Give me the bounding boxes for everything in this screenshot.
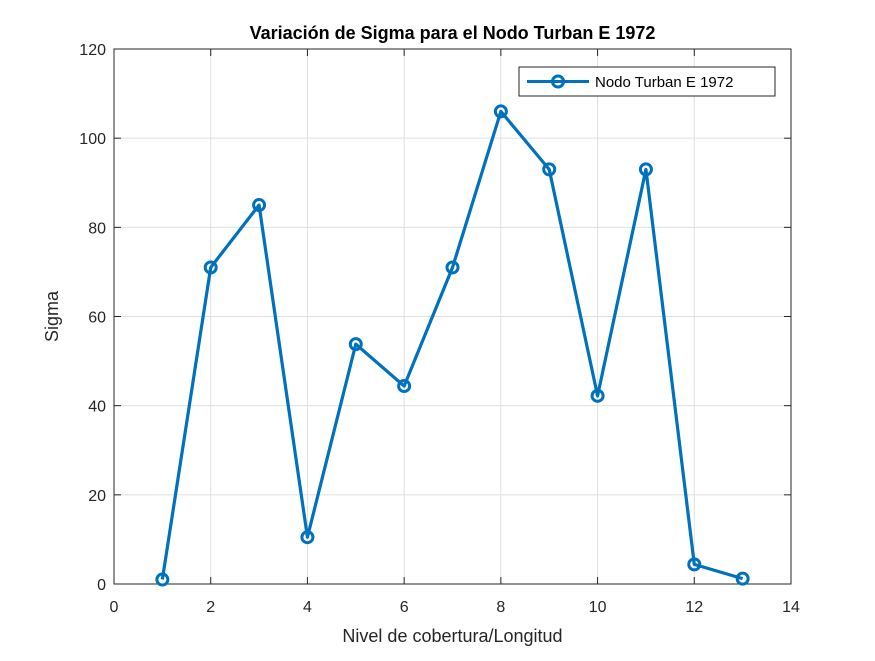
legend-entry-label: Nodo Turban E 1972 — [595, 74, 733, 91]
y-tick-label: 120 — [79, 42, 106, 59]
x-axis-label: Nivel de cobertura/Longitud — [342, 626, 562, 646]
x-tick-label: 14 — [782, 599, 800, 616]
data-point — [493, 104, 508, 119]
ticks: 0 2 4 6 8 10 12 14 0 20 40 60 80 100 120 — [79, 42, 800, 616]
y-axis-label: Sigma — [42, 290, 62, 342]
x-tick-label: 4 — [303, 599, 312, 616]
data-point — [155, 572, 170, 587]
series-0 — [155, 104, 750, 587]
x-tick-label: 8 — [496, 599, 505, 616]
x-tick-label: 0 — [110, 599, 119, 616]
x-tick-label: 12 — [685, 599, 703, 616]
data-point — [397, 379, 412, 394]
data-point — [252, 198, 267, 213]
chart-title: Variación de Sigma para el Nodo Turban E… — [250, 23, 656, 43]
data-point — [300, 530, 315, 545]
data-point — [735, 571, 750, 586]
data-point — [638, 162, 653, 177]
y-tick-label: 60 — [88, 310, 106, 327]
y-tick-label: 100 — [79, 131, 106, 148]
data-point — [445, 260, 460, 275]
legend: Nodo Turban E 1972 — [518, 66, 776, 97]
x-tick-label: 6 — [400, 599, 409, 616]
y-tick-label: 0 — [97, 577, 106, 594]
x-tick-label: 10 — [589, 599, 607, 616]
data-point — [687, 557, 702, 572]
series-layer — [155, 104, 750, 587]
x-tick-label: 2 — [206, 599, 215, 616]
data-point — [590, 388, 605, 403]
legend-marker-sample — [551, 74, 565, 89]
data-point — [348, 337, 363, 352]
y-tick-label: 40 — [88, 399, 106, 416]
series-line — [160, 109, 744, 581]
data-point — [542, 162, 557, 177]
data-point — [203, 260, 218, 275]
y-tick-label: 20 — [88, 488, 106, 505]
y-tick-label: 80 — [88, 220, 106, 237]
